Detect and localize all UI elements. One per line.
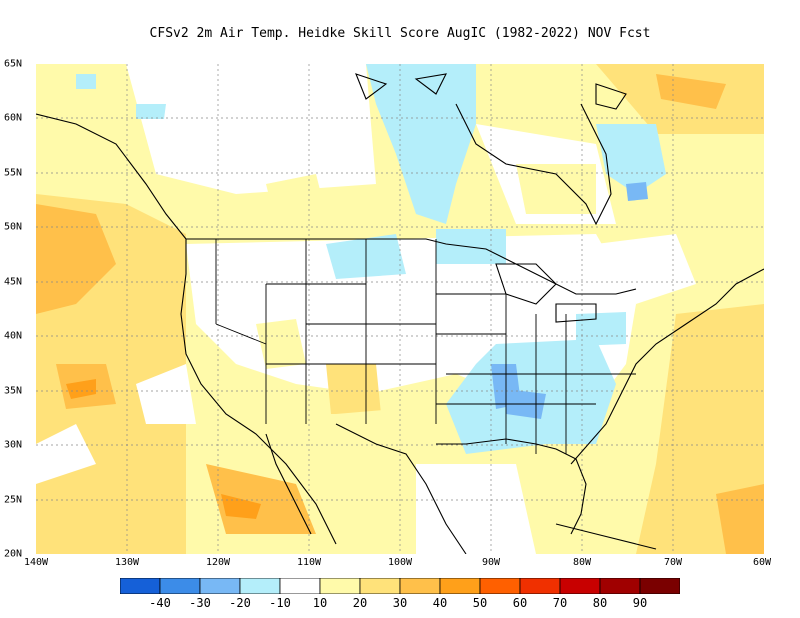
legend-label: 80 [592, 596, 608, 610]
y-tick-label: 20N [4, 548, 23, 560]
legend-swatch [479, 578, 521, 594]
legend-label: 20 [352, 596, 368, 610]
legend-swatch [439, 578, 481, 594]
legend-swatch [199, 578, 241, 594]
legend-label: 40 [432, 596, 448, 610]
legend-label: 50 [472, 596, 488, 610]
y-tick-label: 60N [4, 112, 23, 124]
legend-swatch [599, 578, 641, 594]
legend-label: 10 [312, 596, 328, 610]
legend-label: -10 [269, 596, 291, 610]
legend-label: 30 [392, 596, 408, 610]
legend-swatch [399, 578, 441, 594]
skill-score-map [36, 64, 764, 554]
interior-warm-patches [256, 164, 596, 444]
y-tick-label: 45N [4, 276, 23, 288]
x-tick-label: 100W [387, 557, 413, 568]
legend-label: 70 [552, 596, 568, 610]
legend-label: 60 [512, 596, 528, 610]
x-tick-label: 110W [296, 557, 322, 568]
legend-swatch [120, 578, 161, 594]
legend-label: -30 [189, 596, 211, 610]
y-tick-label: 55N [4, 167, 23, 179]
legend-swatch [559, 578, 601, 594]
legend-swatch [519, 578, 561, 594]
x-tick-label: 90W [481, 557, 501, 568]
x-tick-label: 80W [572, 557, 592, 568]
y-tick-label: 25N [4, 494, 23, 506]
graticule [36, 64, 764, 554]
y-tick-label: 65N [4, 58, 23, 70]
color-legend [120, 578, 680, 594]
coastlines-and-borders [36, 73, 764, 554]
legend-swatch [239, 578, 281, 594]
x-tick-label: 60W [752, 557, 772, 568]
map-canvas [36, 64, 764, 554]
legend-swatch [359, 578, 401, 594]
legend-label: -40 [149, 596, 171, 610]
x-tick-label: 140W [23, 557, 49, 568]
y-tick-label: 50N [4, 221, 23, 233]
legend-label: -20 [229, 596, 251, 610]
legend-swatch [279, 578, 321, 594]
y-tick-label: 40N [4, 330, 23, 342]
x-tick-label: 120W [205, 557, 231, 568]
atlantic-warm-region [596, 64, 764, 554]
pacific-warm-region [36, 194, 316, 554]
map-title: CFSv2 2m Air Temp. Heidke Skill Score Au… [149, 26, 651, 41]
x-tick-label: 130W [114, 557, 140, 568]
y-tick-label: 35N [4, 385, 23, 397]
x-tick-label: 70W [663, 557, 683, 568]
state-borders [215, 239, 636, 454]
legend-swatch [639, 578, 680, 594]
legend-swatch [319, 578, 361, 594]
legend-swatch [159, 578, 201, 594]
legend-label: 90 [632, 596, 648, 610]
y-tick-label: 30N [4, 439, 23, 451]
